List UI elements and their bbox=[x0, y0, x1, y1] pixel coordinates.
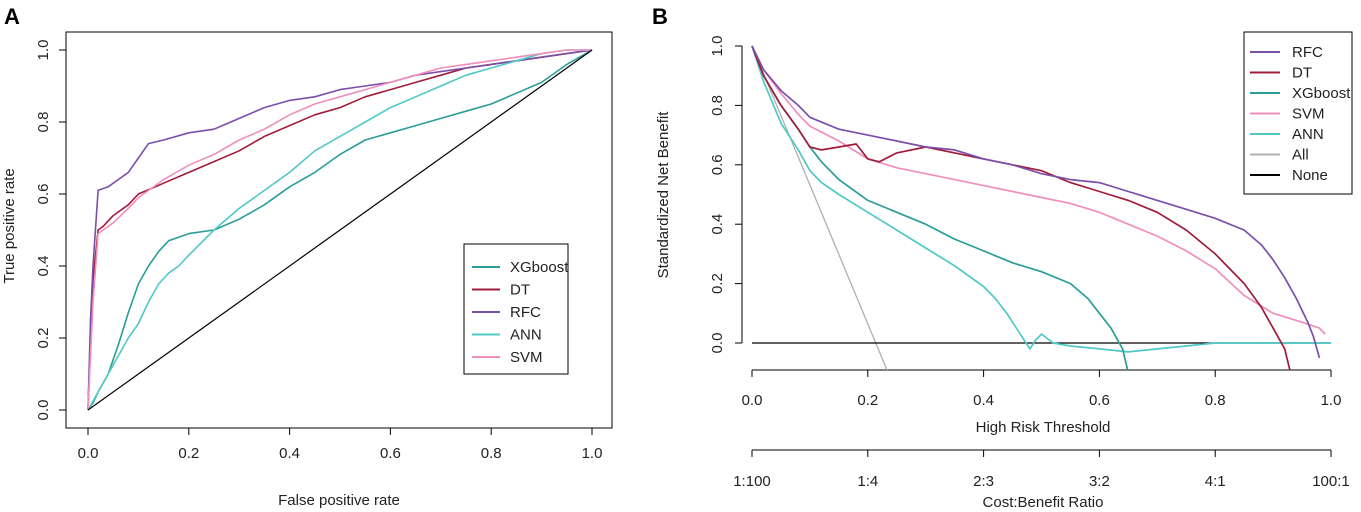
panel-b-x-tick-label: 0.4 bbox=[973, 392, 994, 409]
panel-a-x-tick-label: 0.8 bbox=[481, 445, 502, 462]
panel-a-legend-entry: RFC bbox=[510, 304, 541, 321]
panel-a-y-tick-label: 0.0 bbox=[35, 400, 52, 421]
panel-b-ratio-tick-label: 1:100 bbox=[733, 473, 771, 490]
panel-a-y-tick-label: 0.4 bbox=[35, 256, 52, 277]
panel-b-legend: RFC DT XGboost SVM ANN All None bbox=[1243, 31, 1353, 195]
dca-line-svm bbox=[751, 45, 1326, 335]
panel-a-legend-entry: SVM bbox=[510, 349, 543, 366]
panel-b-y-tick-label: 1.0 bbox=[709, 36, 726, 57]
panel-b-ratio-tick-label: 1:4 bbox=[857, 473, 878, 490]
panel-b-x-axis: 0.0 0.2 0.4 0.6 0.8 1.0 bbox=[742, 369, 1342, 409]
panel-a-y-tick-label: 1.0 bbox=[35, 40, 52, 61]
panel-a-x-tick-label: 0.0 bbox=[78, 445, 99, 462]
dca-line-rfc bbox=[751, 45, 1321, 359]
panel-b-x-tick-label: 1.0 bbox=[1321, 392, 1342, 409]
panel-b-x-tick-label: 0.2 bbox=[857, 392, 878, 409]
panel-a-x-tick-label: 0.4 bbox=[279, 445, 300, 462]
panel-b-plot-area bbox=[751, 45, 1331, 370]
panel-b-legend-entry: XGboost bbox=[1292, 85, 1351, 102]
panel-b-x-tick-label: 0.6 bbox=[1089, 392, 1110, 409]
panel-a-y-tick-label: 0.2 bbox=[35, 328, 52, 349]
panel-b-ratio-label: Cost:Benefit Ratio bbox=[983, 494, 1104, 511]
panel-b-legend-entry: DT bbox=[1292, 65, 1312, 82]
panel-b-ratio-tick-label: 2:3 bbox=[973, 473, 994, 490]
panel-b-x-tick-label: 0.8 bbox=[1205, 392, 1226, 409]
panel-b: B 0.0 0.2 0.4 0.6 0.8 1.0 0.00.20.40.60.81.0 … bbox=[652, 4, 1353, 511]
panel-b-legend-entry: All bbox=[1292, 147, 1309, 164]
panel-b-ratio-tick-label: 100:1 bbox=[1312, 473, 1350, 490]
panel-a-y-tick-label: 0.6 bbox=[35, 184, 52, 205]
panel-b-y-tick-label: 0.6 bbox=[709, 154, 726, 175]
panel-a-legend-box bbox=[463, 243, 569, 375]
dca-line-ann bbox=[751, 45, 1331, 353]
dca-line-all bbox=[751, 45, 888, 370]
panel-b-legend-entry: None bbox=[1292, 167, 1328, 184]
roc-line-xgboost bbox=[87, 49, 593, 411]
panel-b-y-axis: 0.0 0.2 0.4 0.6 0.8 1.0 bbox=[709, 36, 743, 354]
panel-a-x-tick-label: 0.2 bbox=[178, 445, 199, 462]
panel-b-ratio-tick-label: 3:2 bbox=[1089, 473, 1110, 490]
panel-a-frame bbox=[65, 31, 613, 429]
panel-a-y-tick-label: 0.8 bbox=[35, 112, 52, 133]
dca-line-xgboost bbox=[751, 45, 1129, 370]
panel-b-y-tick-label: 0.0 bbox=[709, 333, 726, 354]
panel-a-x-tick-label: 0.6 bbox=[380, 445, 401, 462]
panel-b-legend-entry: RFC bbox=[1292, 44, 1323, 61]
panel-b-x-tick-label: 0.0 bbox=[742, 392, 763, 409]
panel-a-label: A bbox=[4, 4, 20, 29]
panel-b-label: B bbox=[652, 4, 668, 29]
roc-line-ann bbox=[87, 49, 592, 411]
panel-b-y-label: Standardized Net Benefit bbox=[655, 111, 672, 279]
roc-line-reference bbox=[87, 49, 593, 411]
panel-b-ratio-axis: 1:100 1:4 2:3 3:2 4:1 100:1 bbox=[733, 449, 1350, 490]
panel-a-x-label: False positive rate bbox=[278, 492, 400, 509]
panel-b-y-tick-label: 0.2 bbox=[709, 273, 726, 294]
panel-a-x-tick-label: 1.0 bbox=[582, 445, 603, 462]
panel-b-x-label: High Risk Threshold bbox=[976, 419, 1111, 436]
panel-a-legend-entry: DT bbox=[510, 282, 530, 299]
panel-a: A 0.0 0.2 0.4 0.6 0.8 1.0 0.00.20.40.60.81.0 … bbox=[1, 4, 613, 509]
panel-a-y-axis: 0.0 0.2 0.4 0.6 0.8 1.0 bbox=[35, 40, 66, 421]
roc-line-rfc bbox=[87, 49, 593, 411]
panel-a-legend-entry: ANN bbox=[510, 327, 542, 344]
panel-a-y-label: True positive rate bbox=[1, 168, 18, 283]
panel-a-legend-entry: XGboost bbox=[510, 259, 569, 276]
panel-a-legend: XGboost DT RFC ANN SVM bbox=[463, 243, 569, 375]
panel-b-ratio-tick-label: 4:1 bbox=[1205, 473, 1226, 490]
panel-b-legend-entry: SVM bbox=[1292, 106, 1325, 123]
panel-a-x-axis: 0.0 0.2 0.4 0.6 0.8 1.0 bbox=[78, 428, 603, 462]
roc-line-svm bbox=[87, 49, 592, 411]
panel-b-y-tick-label: 0.4 bbox=[709, 214, 726, 235]
panel-b-legend-entry: ANN bbox=[1292, 126, 1324, 143]
panel-a-plot-area bbox=[87, 49, 593, 411]
dca-line-dt bbox=[751, 45, 1291, 370]
panel-b-y-tick-label: 0.8 bbox=[709, 95, 726, 116]
